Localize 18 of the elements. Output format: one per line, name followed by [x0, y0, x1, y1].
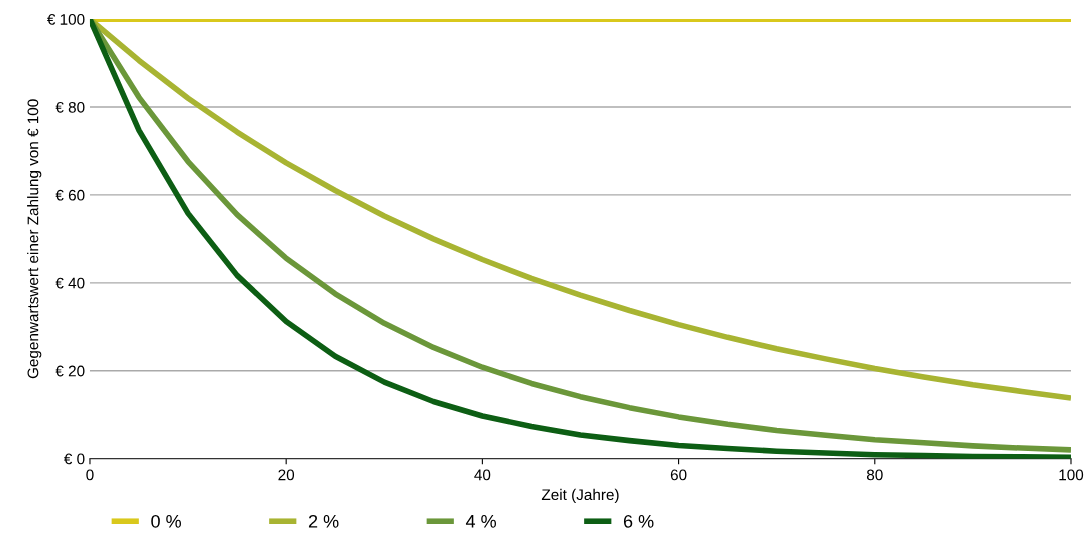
- y-tick-label: € 60: [55, 189, 85, 201]
- x-axis-title: Zeit (Jahre): [541, 488, 619, 504]
- legend-label: 6 %: [623, 514, 654, 528]
- y-axis-title: Gegenwartswert einer Zahlung von € 100: [27, 99, 42, 379]
- y-tick-label: € 100: [47, 13, 85, 25]
- y-tick-label: € 40: [55, 277, 85, 289]
- y-tick-label: € 80: [55, 101, 85, 113]
- x-tick-label: 40: [474, 469, 491, 481]
- x-tick-label: 20: [278, 469, 295, 481]
- legend-label: 0 %: [151, 514, 181, 528]
- legend-label: 2 %: [308, 514, 339, 528]
- x-tick-label: 0: [86, 469, 94, 481]
- x-tick-label: 80: [866, 469, 883, 481]
- y-tick-label: € 20: [55, 365, 85, 377]
- legend-label: 4 %: [465, 515, 496, 528]
- x-tick-label: 60: [670, 469, 687, 481]
- y-tick-label: € 0: [63, 453, 85, 465]
- x-tick-label: 100: [1059, 469, 1084, 481]
